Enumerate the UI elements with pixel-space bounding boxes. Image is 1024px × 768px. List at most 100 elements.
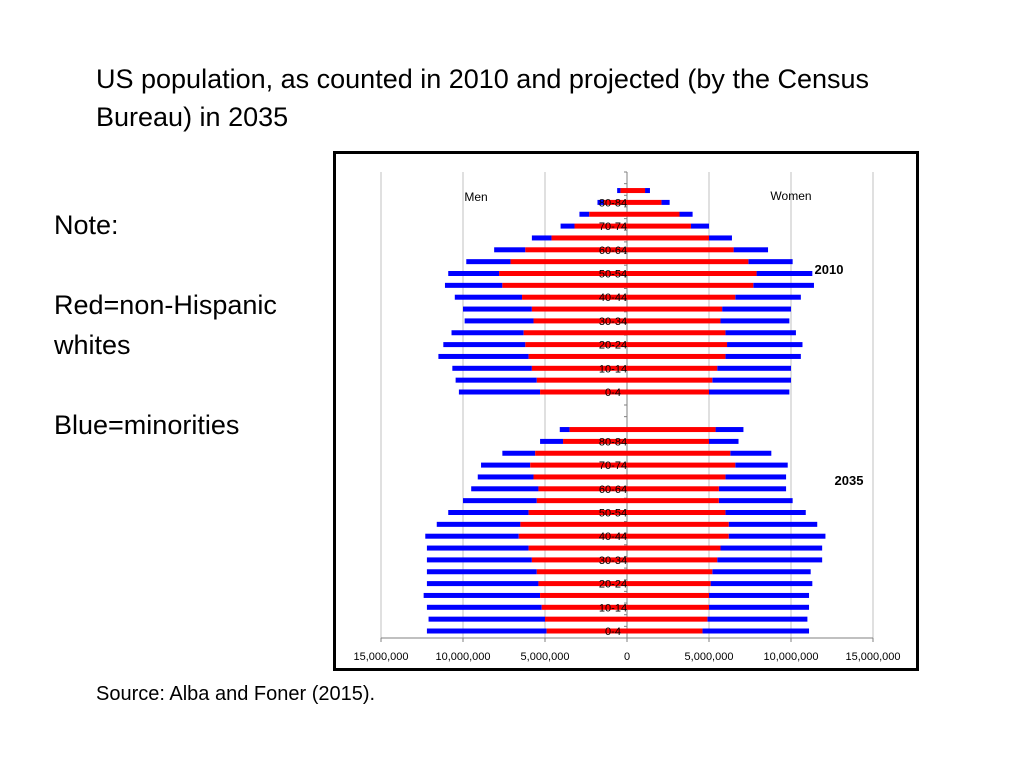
bar-2010-men-minorities-55-59: [466, 259, 511, 265]
age-label-2035-0-4: 0-4: [605, 626, 621, 638]
bar-2035-men-minorities-75-79: [502, 450, 536, 456]
age-label-2035-80-84: 80-84: [599, 436, 627, 448]
bar-2010-women-minorities-45-49: [753, 282, 814, 288]
bar-2035-women-minorities-0-4: [702, 628, 810, 634]
labels-layer: 15,000,000 10,000,000 5,000,000 0 5,000,000 1…: [353, 197, 900, 663]
bar-2035-women-minorities-25-29: [712, 569, 811, 575]
age-label-2010-70-74: 70-74: [599, 221, 627, 233]
bar-2010-men-minorities-5-9: [455, 377, 537, 383]
bar-2035-women-minorities-50-54: [725, 510, 806, 515]
age-label-2035-70-74: 70-74: [599, 460, 627, 472]
note-heading: Note:: [54, 210, 119, 240]
bar-2035-men-whites-80-84: [563, 438, 627, 444]
women-label: Women: [770, 189, 811, 203]
bar-2035-women-minorities-5-9: [707, 616, 808, 622]
age-label-2035-50-54: 50-54: [599, 508, 627, 520]
bar-2035-men-whites-65-69: [533, 474, 627, 480]
x-tick-label: 15,000,000: [845, 651, 900, 663]
bar-2035-women-whites-85+: [627, 427, 716, 433]
bar-2035-men-whites-10-14: [541, 604, 627, 610]
bar-2035-women-minorities-15-19: [709, 592, 810, 598]
bar-2010-women-minorities-35-39: [722, 306, 791, 312]
age-label-2010-40-44: 40-44: [599, 292, 627, 304]
bar-2010-women-whites-80-84: [627, 199, 662, 205]
bar-2035-women-whites-40-44: [627, 533, 729, 539]
bar-2010-men-minorities-15-19: [438, 353, 529, 359]
bar-2010-women-whites-10-14: [627, 365, 718, 371]
source-note: Source: Alba and Foner (2015).: [96, 683, 376, 705]
bar-2035-women-whites-70-74: [627, 462, 736, 468]
bar-2010-women-whites-30-34: [627, 318, 721, 324]
bar-2035-women-whites-55-59: [627, 498, 719, 504]
bar-2035-men-whites-85+: [569, 427, 627, 433]
age-label-2035-30-34: 30-34: [599, 555, 627, 567]
age-label-2010-80-84: 80-84: [599, 197, 627, 209]
bar-2010-women-minorities-65-69: [709, 235, 732, 241]
bar-2010-men-minorities-80-84: [597, 199, 605, 205]
x-tick-label: 10,000,000: [763, 651, 818, 663]
bar-2010-men-whites-55-59: [510, 259, 627, 265]
bar-2035-men-minorities-80-84: [540, 438, 564, 444]
bar-2010-women-minorities-15-19: [725, 353, 801, 359]
bar-2010-men-whites-70-74: [574, 223, 627, 229]
panel-label-2010: 2010: [815, 262, 844, 277]
note-blue: Blue=minorities: [54, 410, 240, 440]
bar-2035-women-minorities-65-69: [725, 474, 787, 480]
age-label-2035-40-44: 40-44: [599, 531, 627, 543]
bar-2035-women-minorities-45-49: [728, 521, 818, 527]
bar-2010-men-whites-15-19: [528, 353, 627, 359]
bar-2035-men-whites-75-79: [535, 450, 627, 456]
bar-2010-men-whites-80-84: [604, 199, 627, 205]
population-pyramid-chart: 15,000,000 10,000,000 5,000,000 0 5,000,000 1…: [353, 171, 901, 663]
bar-2010-women-whites-35-39: [627, 306, 723, 312]
bar-2035-men-minorities-25-29: [426, 569, 537, 575]
bar-2035-women-minorities-60-64: [718, 486, 787, 492]
bar-2010-women-minorities-40-44: [735, 294, 801, 300]
bar-2010-men-minorities-30-34: [464, 318, 534, 324]
bar-2010-men-whites-75-79: [589, 211, 627, 217]
bar-2035-women-minorities-35-39: [720, 545, 823, 551]
bar-2010-women-whites-45-49: [627, 282, 754, 288]
bar-2035-men-whites-0-4: [546, 628, 627, 634]
bar-2035-men-minorities-70-74: [481, 462, 531, 468]
bar-2010-women-whites-0-4: [627, 389, 709, 395]
x-tick-label: 0: [624, 651, 630, 663]
bar-2035-men-whites-50-54: [528, 510, 627, 515]
age-label-2010-10-14: 10-14: [599, 363, 627, 375]
bar-2010-women-whites-85+: [627, 188, 646, 194]
bar-2010-men-whites-10-14: [531, 365, 627, 371]
bar-2010-men-minorities-0-4: [458, 389, 541, 395]
bar-2010-women-whites-25-29: [627, 330, 726, 336]
bar-2010-men-whites-20-24: [525, 342, 627, 348]
bar-2010-women-whites-70-74: [627, 223, 691, 229]
age-label-2035-60-64: 60-64: [599, 484, 627, 496]
bar-2035-men-minorities-5-9: [428, 616, 545, 622]
bar-2035-women-minorities-40-44: [728, 533, 826, 539]
note-red-line-2: whites: [54, 330, 131, 360]
age-label-2010-0-4: 0-4: [605, 387, 621, 399]
bar-2035-women-minorities-70-74: [735, 462, 788, 468]
bar-2010-men-minorities-50-54: [448, 271, 500, 276]
bar-2035-men-minorities-0-4: [426, 628, 547, 634]
bar-2035-women-whites-65-69: [627, 474, 726, 480]
chart-frame: 15,000,000 10,000,000 5,000,000 0 5,000,000 1…: [333, 151, 919, 671]
bar-2035-women-whites-60-64: [627, 486, 719, 492]
men-label: Men: [464, 190, 487, 204]
x-tick-label: 15,000,000: [353, 651, 408, 663]
bar-2010-men-minorities-35-39: [463, 306, 532, 312]
bar-2010-men-minorities-70-74: [560, 223, 575, 229]
bar-2010-women-minorities-0-4: [709, 389, 790, 395]
bar-2010-men-minorities-45-49: [444, 282, 503, 288]
age-label-2010-30-34: 30-34: [599, 316, 627, 328]
bar-2010-women-whites-5-9: [627, 377, 713, 383]
bar-2035-women-minorities-20-24: [710, 581, 813, 587]
bar-2035-women-minorities-55-59: [718, 498, 793, 504]
bar-2035-men-minorities-15-19: [423, 592, 541, 598]
bar-2035-women-whites-75-79: [627, 450, 731, 456]
bar-2035-men-whites-40-44: [518, 533, 627, 539]
bar-2010-men-whites-0-4: [540, 389, 627, 395]
bar-2035-women-whites-5-9: [627, 616, 708, 622]
x-tick-label: 10,000,000: [435, 651, 490, 663]
bar-2010-women-minorities-85+: [645, 188, 650, 194]
bar-2035-men-minorities-10-14: [426, 604, 542, 610]
